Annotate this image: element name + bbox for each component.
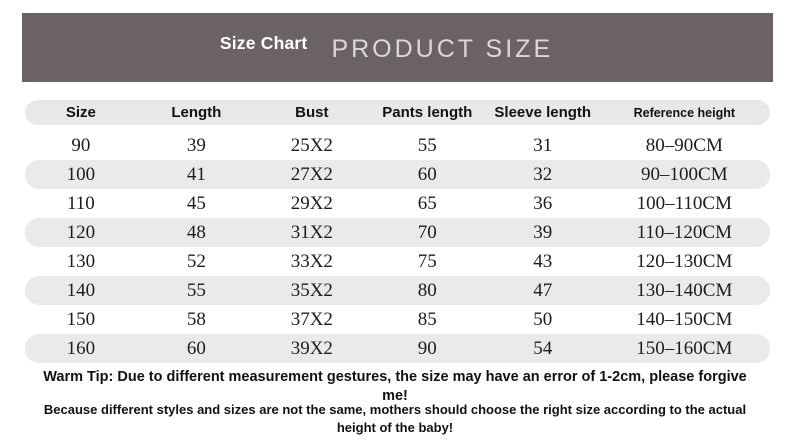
table-cell: 130–140CM [598,276,770,305]
table-cell: 58 [186,308,206,330]
table-cell: 39 [486,218,599,247]
column-header: Sleeve length [486,100,599,125]
table-cell: 25X2 [290,134,333,156]
table-row: 140 55 35X2 80 47 130–140CM [25,276,770,305]
size-table-body: 90 39 25X2 55 31 80–90CM 100 41 27X2 60 32 90–100CM… [25,125,770,363]
table-cell: 90 [71,134,91,156]
size-chart-label: Size Chart [219,33,308,53]
table-cell: 80–90CM [645,134,723,156]
table-cell: 120–130CM [636,250,733,272]
table-cell: 80 [367,276,487,305]
warm-tip-note: Warm Tip: Due to different measurement g… [43,369,747,404]
table-cell: 39 [186,134,206,156]
table-cell: 33X2 [290,250,333,272]
table-cell: 150 [66,308,96,330]
table-cell: 31 [533,134,553,156]
column-header: Reference height [598,100,770,125]
column-header: Length [136,100,256,125]
table-cell: 100–110CM [636,192,732,214]
table-cell: 35X2 [255,276,368,305]
table-cell: 31X2 [255,218,368,247]
table-cell: 60 [367,160,487,189]
table-cell: 43 [533,250,553,272]
table-cell: 32 [486,160,599,189]
table-row: 160 60 39X2 90 54 150–160CM [25,334,770,363]
table-row: 100 41 27X2 60 32 90–100CM [25,160,770,189]
table-cell: 50 [533,308,553,330]
table-cell: 75 [417,250,437,272]
table-cell: 140–150CM [636,308,733,330]
table-cell: 140 [25,276,137,305]
table-cell: 110–120CM [598,218,770,247]
table-cell: 39X2 [255,334,368,363]
table-cell: 37X2 [290,308,333,330]
table-cell: 41 [136,160,256,189]
table-cell: 52 [186,250,206,272]
table-cell: 27X2 [255,160,368,189]
page-title: PRODUCT SIZE [331,35,554,63]
table-cell: 160 [25,334,137,363]
table-row: 150 58 37X2 85 50 140–150CM [25,305,770,334]
table-cell: 120 [25,218,137,247]
table-cell: 48 [136,218,256,247]
table-cell: 55 [417,134,437,156]
table-row: 120 48 31X2 70 39 110–120CM [25,218,770,247]
table-row: 130 52 33X2 75 43 120–130CM [25,247,770,276]
table-cell: 55 [136,276,256,305]
size-table: Size Length Bust Pants length Sleeve length R… [25,100,770,363]
column-header: Pants length [367,100,487,125]
table-cell: 54 [486,334,599,363]
table-row: 110 45 29X2 65 36 100–110CM [25,189,770,218]
table-cell: 47 [486,276,599,305]
table-cell: 36 [533,192,553,214]
table-cell: 110 [66,192,95,214]
table-cell: 65 [417,192,437,214]
table-cell: 90 [367,334,487,363]
table-cell: 70 [367,218,487,247]
size-advice-note: Because different styles and sizes are n… [43,402,747,436]
table-cell: 29X2 [290,192,333,214]
column-header: Size [25,100,137,125]
table-row: 90 39 25X2 55 31 80–90CM [25,131,770,160]
column-header: Bust [255,100,368,125]
table-cell: 100 [25,160,137,189]
table-cell: 150–160CM [598,334,770,363]
table-cell: 85 [417,308,437,330]
table-cell: 130 [66,250,96,272]
table-cell: 60 [136,334,256,363]
table-header-row: Size Length Bust Pants length Sleeve length R… [25,100,770,125]
table-cell: 45 [186,192,206,214]
table-cell: 90–100CM [598,160,770,189]
header-banner: Size Chart PRODUCT SIZE [22,13,773,82]
